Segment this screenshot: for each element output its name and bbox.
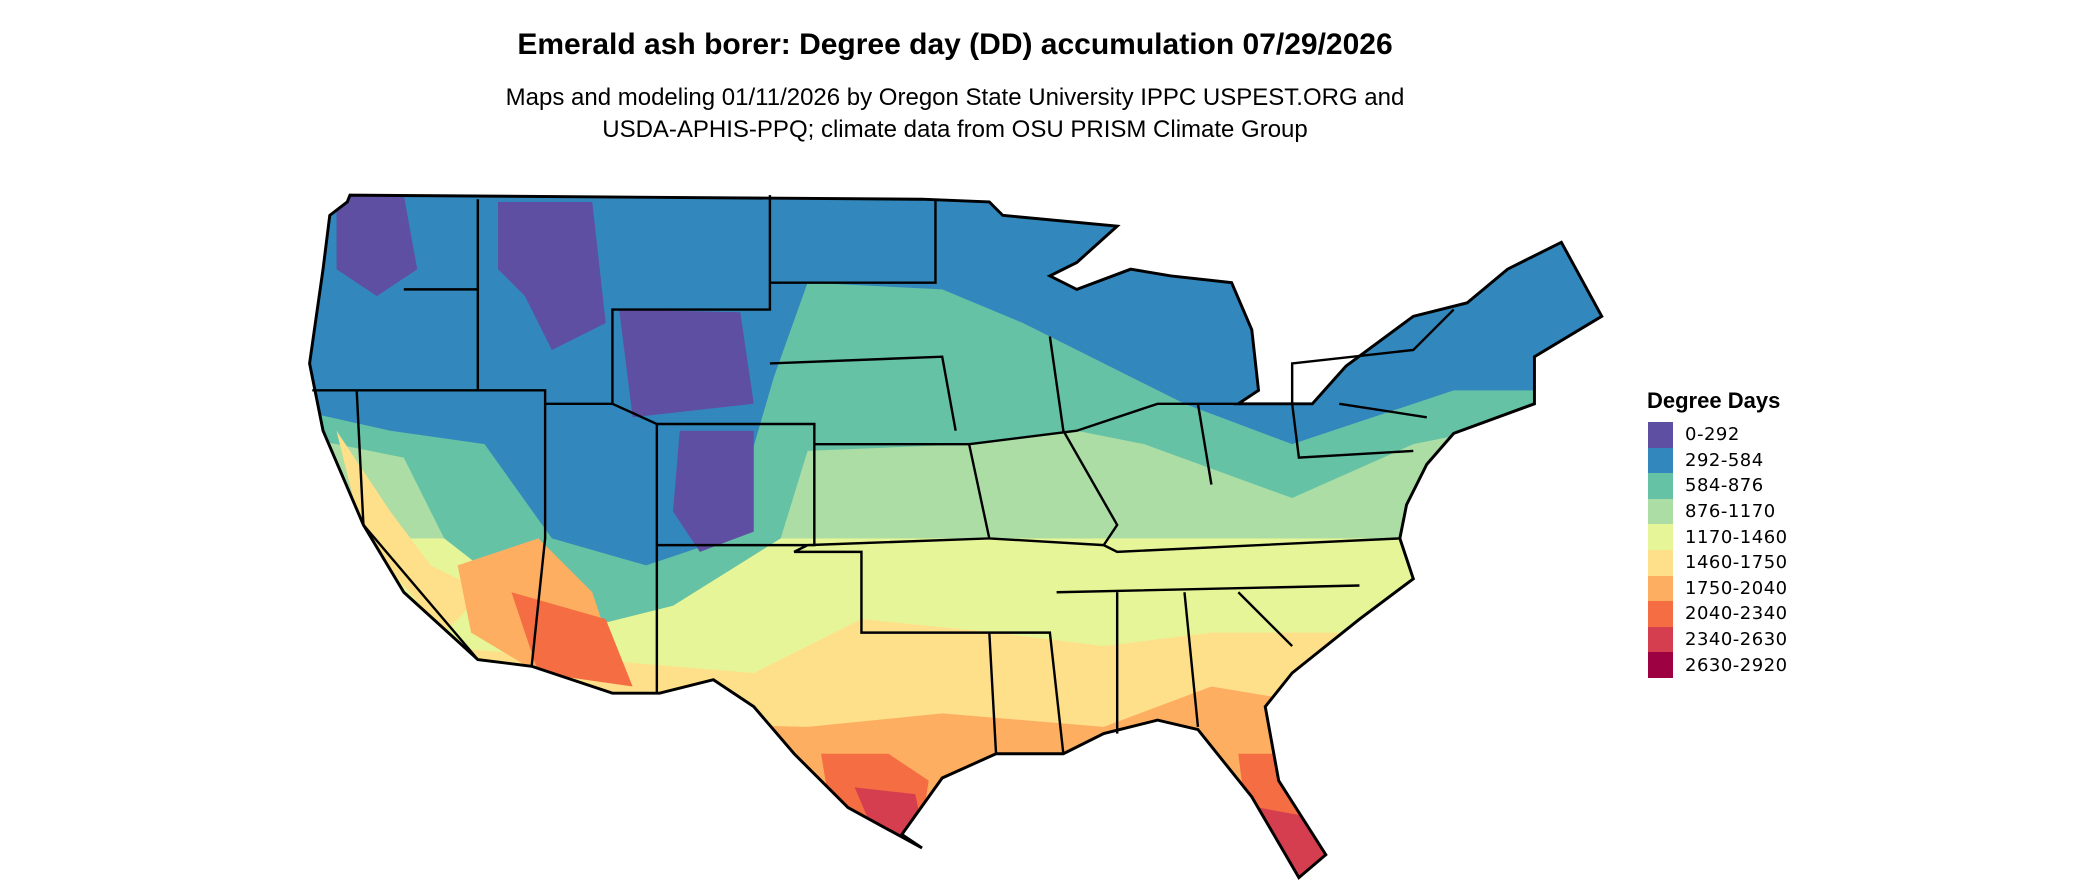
legend-item: 1170-1460 xyxy=(1648,524,1788,550)
legend-label: 584-876 xyxy=(1685,475,1764,497)
legend-item: 0-292 xyxy=(1648,422,1788,448)
legend-label: 2630-2920 xyxy=(1685,654,1788,676)
map-subtitle-line-1: Maps and modeling 01/11/2026 by Oregon S… xyxy=(505,84,1405,111)
state-borders xyxy=(312,195,1455,754)
band-0-292-wyoming xyxy=(619,309,754,418)
legend-swatch xyxy=(1648,473,1673,499)
legend-item: 2040-2340 xyxy=(1648,601,1788,627)
band-2040-2340-arizona xyxy=(511,592,633,687)
band-0-292-northwest xyxy=(336,195,418,297)
band-1460-1750-california xyxy=(336,430,485,633)
legend-label: 1460-1750 xyxy=(1685,552,1788,574)
legend-item: 876-1170 xyxy=(1648,498,1788,525)
legend-item: 1750-2040 xyxy=(1648,575,1788,602)
legend-swatch xyxy=(1648,601,1673,627)
legend-label: 1170-1460 xyxy=(1685,526,1788,548)
legend: Degree Days 0-292 292-584 584-876 876-1170 1… xyxy=(1647,388,1788,678)
band-0-292-colorado xyxy=(673,430,754,552)
legend-label: 2040-2340 xyxy=(1685,603,1788,625)
legend-swatch xyxy=(1648,575,1673,602)
map-title: Emerald ash borer: Degree day (DD) accum… xyxy=(517,28,1393,61)
legend-label: 292-584 xyxy=(1685,449,1764,471)
legend-label: 2340-2630 xyxy=(1685,629,1788,651)
legend-label: 0-292 xyxy=(1685,424,1740,446)
legend-item: 2630-2920 xyxy=(1648,652,1788,678)
legend-swatch xyxy=(1648,626,1673,653)
legend-item: 584-876 xyxy=(1648,473,1788,499)
legend-swatch xyxy=(1648,652,1673,678)
legend-label: 876-1170 xyxy=(1685,501,1776,523)
legend-swatch xyxy=(1648,498,1673,525)
legend-swatch xyxy=(1648,549,1673,576)
map-subtitle-line-2: USDA-APHIS-PPQ; climate data from OSU PR… xyxy=(602,116,1308,143)
legend-item: 1460-1750 xyxy=(1648,549,1788,576)
legend-swatch xyxy=(1648,422,1673,448)
legend-label: 1750-2040 xyxy=(1685,577,1788,599)
legend-swatch xyxy=(1648,447,1673,474)
legend-item: 292-584 xyxy=(1648,447,1788,474)
legend-item: 2340-2630 xyxy=(1648,626,1788,653)
band-0-292-montana xyxy=(498,201,606,350)
legend-swatch xyxy=(1648,524,1673,550)
legend-title: Degree Days xyxy=(1647,388,1781,413)
